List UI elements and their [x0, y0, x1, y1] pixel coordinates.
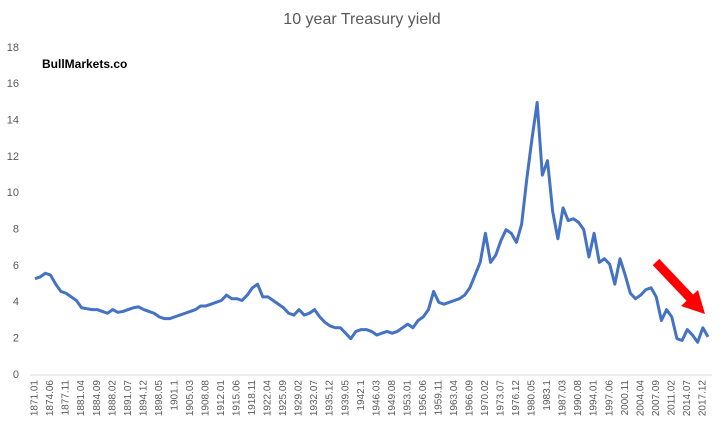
x-tick-label: 1980.05: [527, 380, 538, 417]
x-tick-label: 1894.12: [138, 380, 149, 417]
x-tick-label: 1990.08: [573, 380, 584, 417]
x-tick-label: 1898.05: [154, 380, 165, 417]
x-tick-label: 1935.12: [325, 380, 336, 417]
x-tick-label: 1915.06: [232, 380, 243, 417]
x-tick-label: 1877.11: [61, 380, 72, 416]
x-tick-label: 1956.06: [418, 380, 429, 417]
x-tick-label: 1888.02: [107, 380, 118, 417]
x-tick-label: 1949.08: [387, 380, 398, 417]
x-tick-label: 1901.1: [169, 380, 180, 411]
x-tick-label: 1912.01: [216, 380, 227, 417]
x-tick-label: 1929.02: [294, 380, 305, 417]
x-tick-label: 1973.07: [496, 380, 507, 417]
y-tick-label: 2: [13, 333, 19, 345]
y-tick-label: 4: [13, 296, 19, 308]
x-tick-label: 1994.01: [589, 380, 600, 417]
x-tick-label: 1905.03: [185, 380, 196, 417]
x-tick-label: 1871.01: [30, 380, 41, 417]
x-tick-label: 1939.05: [340, 380, 351, 417]
x-tick-label: 1959.11: [433, 380, 444, 416]
x-tick-label: 2004.04: [635, 380, 646, 417]
x-tick-label: 1970.02: [480, 380, 491, 417]
x-tick-label: 1997.06: [604, 380, 615, 417]
x-tick-label: 1963.04: [449, 380, 460, 417]
x-tick-label: 1946.03: [371, 380, 382, 417]
y-tick-label: 8: [13, 224, 19, 236]
x-tick-label: 1881.04: [76, 380, 87, 417]
x-tick-label: 1874.06: [45, 380, 56, 417]
x-tick-label: 1891.07: [123, 380, 134, 417]
y-tick-label: 6: [13, 260, 19, 272]
x-tick-label: 2011.02: [666, 380, 677, 416]
x-tick-label: 1884.09: [92, 380, 103, 417]
x-tick-label: 2000.11: [620, 380, 631, 416]
y-tick-label: 12: [7, 151, 19, 163]
x-tick-label: 1932.07: [309, 380, 320, 417]
x-tick-label: 1908.08: [200, 380, 211, 417]
y-tick-label: 16: [7, 78, 19, 90]
x-tick-label: 2017.12: [697, 380, 708, 417]
x-tick-label: 1966.09: [465, 380, 476, 417]
arrow-head: [681, 290, 705, 314]
x-tick-label: 1953.01: [402, 380, 413, 417]
line-series: [34, 101, 710, 344]
x-tick-label: 1983.1: [542, 380, 553, 411]
y-tick-label: 18: [7, 42, 19, 54]
x-tick-label: 2007.09: [651, 380, 662, 417]
x-tick-label: 1942.1: [356, 380, 367, 411]
y-tick-label: 14: [7, 115, 19, 127]
x-tick-label: 1925.09: [278, 380, 289, 417]
chart-title: 10 year Treasury yield: [283, 11, 440, 28]
y-tick-label: 0: [13, 369, 19, 381]
arrow-shaft: [652, 258, 696, 304]
y-tick-label: 10: [7, 187, 19, 199]
x-tick-label: 1922.04: [263, 380, 274, 417]
x-tick-label: 1918.11: [247, 380, 258, 416]
x-tick-label: 1987.03: [558, 380, 569, 417]
x-tick-label: 2014.07: [682, 380, 693, 417]
x-tick-label: 1976.12: [511, 380, 522, 417]
arrow: [652, 258, 705, 314]
annotation: BullMarkets.co: [42, 57, 127, 71]
